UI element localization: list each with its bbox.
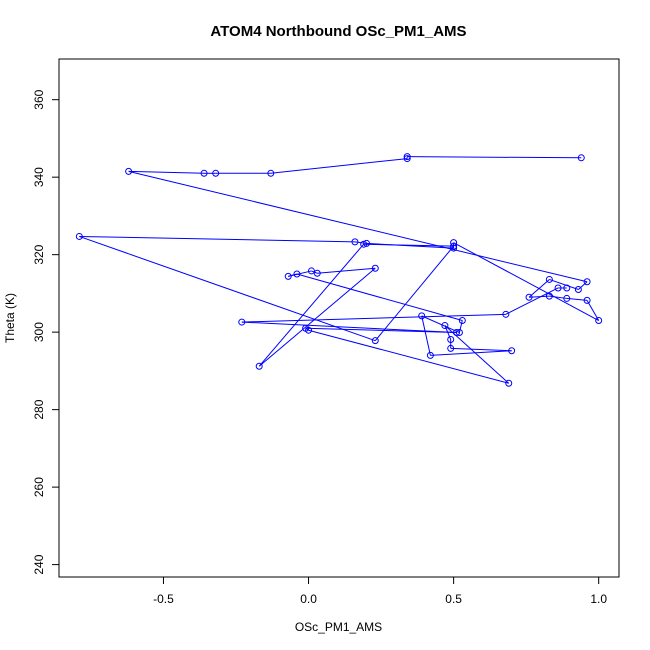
data-point — [238, 318, 246, 326]
series-segment — [79, 235, 355, 243]
data-point — [255, 362, 263, 370]
y-axis: 240 260 280 300 320 340 360 — [32, 89, 60, 575]
x-axis: -0.5 0.0 0.5 1.0 — [153, 576, 607, 606]
y-axis-label: Theta (K) — [3, 293, 17, 343]
data-point — [403, 153, 411, 161]
series-layer — [75, 153, 603, 387]
data-point — [595, 317, 603, 325]
y-tick-label: 300 — [32, 322, 46, 342]
data-point — [502, 310, 510, 318]
x-tick-label: 0.5 — [445, 592, 462, 606]
data-point — [403, 155, 411, 163]
data-point — [458, 317, 466, 325]
chart-title: ATOM4 Northbound OSc_PM1_AMS — [210, 23, 466, 40]
data-point — [200, 169, 208, 177]
series-segment — [305, 327, 457, 334]
series-segment — [79, 235, 376, 342]
series-segment — [288, 273, 298, 277]
series-segment — [374, 245, 454, 341]
data-point — [455, 329, 463, 337]
series-segment — [421, 315, 460, 333]
y-tick-label: 280 — [32, 399, 46, 419]
x-tick-label: -0.5 — [153, 592, 174, 606]
data-point — [371, 264, 379, 272]
series-segment — [308, 329, 509, 384]
data-point — [508, 347, 516, 355]
data-point — [447, 344, 455, 352]
data-point — [441, 322, 449, 330]
series-segment — [430, 350, 512, 356]
x-tick-label: 0.0 — [300, 592, 317, 606]
series-segment — [270, 158, 408, 174]
data-point — [554, 284, 562, 292]
y-tick-label: 320 — [32, 244, 46, 264]
data-point — [525, 293, 533, 301]
data-point — [450, 239, 458, 247]
data-point — [583, 278, 591, 286]
data-point — [447, 336, 455, 344]
data-point — [360, 240, 368, 248]
series-segment — [458, 320, 463, 333]
series-segment — [450, 347, 512, 352]
series-segment — [578, 281, 588, 290]
data-point — [284, 272, 292, 280]
data-point — [363, 239, 371, 247]
series-segment — [128, 170, 205, 174]
data-point — [583, 296, 591, 304]
series-segment — [317, 267, 376, 274]
series-segment — [453, 242, 599, 321]
x-axis-label: OSc_PM1_AMS — [295, 620, 382, 634]
series-segment — [241, 321, 457, 334]
series-segment — [407, 156, 582, 159]
y-tick-label: 340 — [32, 167, 46, 187]
data-point — [313, 269, 321, 277]
series-segment — [296, 273, 463, 321]
data-point — [302, 324, 310, 332]
data-point — [212, 169, 220, 177]
data-point — [574, 286, 582, 294]
data-point — [545, 292, 553, 300]
data-point — [505, 379, 513, 387]
series-segment — [241, 313, 506, 323]
series-segment — [505, 287, 559, 315]
data-point — [371, 337, 379, 345]
series-segment — [363, 243, 454, 247]
series-segment — [258, 243, 365, 367]
data-point — [307, 267, 315, 275]
data-point — [450, 242, 458, 250]
data-point — [563, 294, 571, 302]
data-point — [453, 329, 461, 337]
series-segment — [421, 315, 431, 356]
data-point — [418, 312, 426, 320]
x-tick-label: 1.0 — [590, 592, 607, 606]
data-point — [293, 270, 301, 278]
data-point — [545, 275, 553, 283]
y-tick-label: 360 — [32, 89, 46, 109]
series-segment — [258, 267, 376, 367]
data-point — [125, 167, 133, 175]
data-point — [450, 244, 458, 252]
series-segment — [549, 278, 579, 290]
series-segment — [586, 300, 600, 321]
data-point — [267, 169, 275, 177]
data-point — [426, 351, 434, 359]
data-point — [75, 232, 83, 240]
y-tick-label: 260 — [32, 477, 46, 497]
data-point — [563, 284, 571, 292]
series-segment — [128, 170, 588, 283]
data-point — [577, 154, 585, 162]
data-point — [351, 238, 359, 246]
y-tick-label: 240 — [32, 554, 46, 574]
